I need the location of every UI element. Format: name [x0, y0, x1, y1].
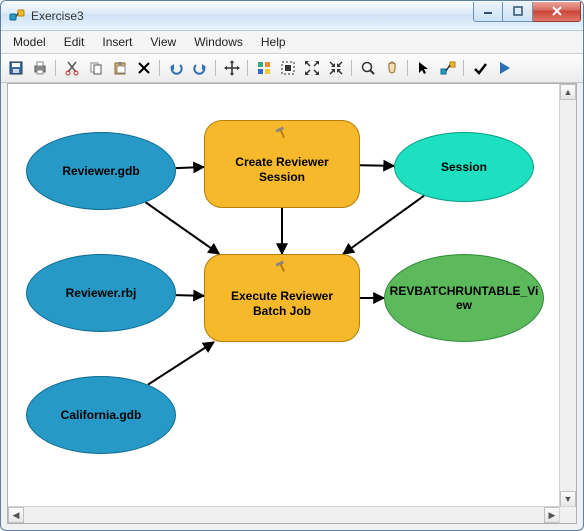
- save-icon[interactable]: [5, 57, 27, 79]
- window-title: Exercise3: [31, 9, 473, 23]
- move-icon[interactable]: [221, 57, 243, 79]
- node-revbatch[interactable]: REVBATCHRUNTABLE_View: [384, 254, 544, 342]
- scroll-down-button[interactable]: ▼: [560, 491, 576, 507]
- node-label: Create Reviewer Session: [215, 155, 349, 185]
- toolbar-separator: [213, 57, 219, 79]
- scroll-left-button[interactable]: ◀: [8, 507, 24, 523]
- node-california_gdb[interactable]: California.gdb: [26, 376, 176, 454]
- zoom-in-icon[interactable]: [301, 57, 323, 79]
- cut-icon[interactable]: [61, 57, 83, 79]
- zoom-icon[interactable]: [357, 57, 379, 79]
- toolbar-separator: [349, 57, 355, 79]
- menu-windows[interactable]: Windows: [186, 33, 251, 51]
- validate-icon[interactable]: [469, 57, 491, 79]
- scroll-right-button[interactable]: ▶: [544, 507, 560, 523]
- extent-icon[interactable]: [277, 57, 299, 79]
- window-frame: Exercise3 ModelEditInsertViewWindowsHelp: [0, 0, 584, 531]
- edge-reviewer_gdb-execute_batch: [146, 202, 220, 254]
- node-reviewer_gdb[interactable]: Reviewer.gdb: [26, 132, 176, 210]
- toolbar-separator: [157, 57, 163, 79]
- minimize-button[interactable]: [473, 2, 503, 22]
- edge-california_gdb-execute_batch: [148, 342, 214, 385]
- paste-icon[interactable]: [109, 57, 131, 79]
- zoom-out-icon[interactable]: [325, 57, 347, 79]
- node-label: Execute Reviewer Batch Job: [215, 289, 349, 319]
- copy-icon[interactable]: [85, 57, 107, 79]
- maximize-button[interactable]: [503, 2, 533, 22]
- toolbar-separator: [245, 57, 251, 79]
- close-button[interactable]: [533, 2, 581, 22]
- connect-icon[interactable]: [437, 57, 459, 79]
- menu-model[interactable]: Model: [5, 33, 54, 51]
- menu-edit[interactable]: Edit: [56, 33, 93, 51]
- menu-view[interactable]: View: [142, 33, 184, 51]
- edge-reviewer_rbj-execute_batch: [176, 295, 204, 296]
- select-icon[interactable]: [413, 57, 435, 79]
- vertical-scrollbar[interactable]: ▲ ▼: [559, 84, 576, 507]
- toolbar-separator: [405, 57, 411, 79]
- redo-icon[interactable]: [189, 57, 211, 79]
- print-icon[interactable]: [29, 57, 51, 79]
- menu-help[interactable]: Help: [253, 33, 294, 51]
- undo-icon[interactable]: [165, 57, 187, 79]
- tool-icon: [275, 259, 289, 277]
- node-reviewer_rbj[interactable]: Reviewer.rbj: [26, 254, 176, 332]
- node-create_session[interactable]: Create Reviewer Session: [204, 120, 360, 208]
- toolbar-separator: [53, 57, 59, 79]
- node-session[interactable]: Session: [394, 132, 534, 202]
- scroll-corner: [559, 506, 576, 523]
- grid-icon[interactable]: [253, 57, 275, 79]
- window-controls: [473, 2, 581, 22]
- edge-reviewer_gdb-create_session: [176, 167, 204, 168]
- run-icon[interactable]: [493, 57, 515, 79]
- scroll-up-button[interactable]: ▲: [560, 84, 576, 100]
- toolbar: [1, 54, 583, 83]
- app-icon: [9, 8, 25, 24]
- titlebar: Exercise3: [1, 1, 583, 31]
- model-canvas[interactable]: Reviewer.gdb Reviewer.rbj California.gdb Cr…: [8, 84, 560, 507]
- edge-create_session-session: [360, 165, 394, 166]
- edge-session-execute_batch: [343, 196, 424, 254]
- node-execute_batch[interactable]: Execute Reviewer Batch Job: [204, 254, 360, 342]
- toolbar-separator: [461, 57, 467, 79]
- delete-icon[interactable]: [133, 57, 155, 79]
- canvas-wrap: Reviewer.gdb Reviewer.rbj California.gdb Cr…: [7, 83, 577, 524]
- pan-icon[interactable]: [381, 57, 403, 79]
- menu-insert[interactable]: Insert: [94, 33, 140, 51]
- tool-icon: [275, 125, 289, 143]
- horizontal-scrollbar[interactable]: ◀ ▶: [8, 506, 560, 523]
- menubar: ModelEditInsertViewWindowsHelp: [1, 31, 583, 54]
